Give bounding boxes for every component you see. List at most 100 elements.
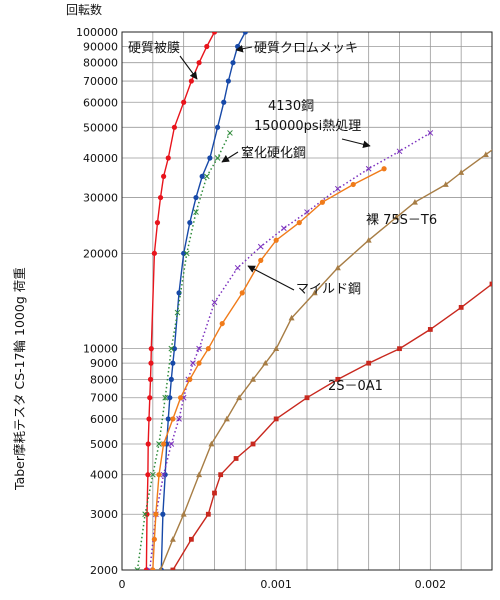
data-point <box>427 327 433 332</box>
series-2 <box>134 130 233 570</box>
data-point <box>142 511 148 518</box>
x-marker-stroke <box>142 511 148 518</box>
y-unit-label: 回転数 <box>66 2 102 17</box>
x-marker-stroke <box>146 567 151 570</box>
data-point <box>296 220 302 226</box>
data-point <box>205 511 211 517</box>
data-point <box>151 250 157 256</box>
data-point <box>162 394 169 401</box>
x-tick-label: 0.002 <box>415 578 447 591</box>
annotation-2s-0a1: 2S－0A1 <box>328 379 383 394</box>
data-point <box>187 376 193 382</box>
data-point <box>250 376 257 382</box>
y-tick-label: 30000 <box>83 192 118 205</box>
data-point <box>170 360 176 366</box>
data-point <box>193 209 199 215</box>
y-tick-label: 20000 <box>83 247 118 260</box>
data-point <box>334 185 341 192</box>
annotation-arrow <box>341 138 371 149</box>
x-tick-label: 0.001 <box>260 578 292 591</box>
series-line <box>152 168 385 570</box>
data-point <box>174 309 181 316</box>
data-point <box>319 199 326 205</box>
x-marker-stroke <box>211 299 218 306</box>
data-point <box>458 304 464 310</box>
data-point <box>258 257 264 263</box>
annotation-arrow <box>179 55 198 80</box>
data-point <box>411 199 418 205</box>
data-point <box>156 441 162 447</box>
y-tick-label: 9000 <box>90 357 118 370</box>
data-point <box>146 416 152 422</box>
data-point <box>144 511 150 517</box>
x-marker-stroke <box>214 155 221 161</box>
data-point <box>176 290 182 296</box>
series-1 <box>158 32 248 570</box>
annotation-4130-steel: 4130鋼 <box>268 99 314 114</box>
data-point <box>147 376 154 382</box>
data-point <box>207 155 213 161</box>
data-point <box>393 214 400 220</box>
data-point <box>230 60 236 66</box>
data-point <box>154 220 161 226</box>
data-point <box>160 471 167 478</box>
data-point <box>205 346 211 352</box>
data-point <box>148 360 154 366</box>
annotation-4130-heat-treat: 150000psi熱処理 <box>254 119 361 134</box>
data-point <box>180 511 187 517</box>
x-marker-stroke <box>234 264 241 271</box>
series-5 <box>158 149 492 570</box>
annotation-arrow <box>247 265 295 291</box>
data-point <box>203 173 210 180</box>
data-point <box>311 289 318 296</box>
series-line <box>145 32 216 570</box>
data-point <box>219 320 225 327</box>
data-point <box>168 441 175 447</box>
data-point <box>288 314 295 321</box>
data-point <box>482 151 489 158</box>
data-point <box>176 416 182 422</box>
data-point <box>177 395 184 401</box>
data-point <box>147 395 153 401</box>
data-point <box>187 220 193 226</box>
x-marker-stroke <box>168 345 175 352</box>
data-point <box>148 346 154 352</box>
data-point <box>281 225 287 232</box>
x-marker-stroke <box>203 173 210 180</box>
x-marker-stroke <box>176 416 182 422</box>
x-marker-stroke <box>149 471 156 478</box>
x-marker-stroke <box>136 567 141 570</box>
x-marker-stroke <box>257 243 264 250</box>
data-point <box>239 290 245 296</box>
data-point <box>196 345 202 352</box>
data-point <box>145 441 151 447</box>
data-point <box>168 376 174 382</box>
data-point <box>442 181 449 187</box>
data-point <box>190 360 196 367</box>
series-line <box>159 149 492 570</box>
x-marker-stroke <box>160 471 167 478</box>
y-tick-label: 50000 <box>83 121 118 134</box>
y-tick-label: 7000 <box>90 392 118 405</box>
data-point <box>193 194 199 201</box>
y-tick-label: 70000 <box>83 75 118 88</box>
x-marker-stroke <box>193 209 199 215</box>
y-tick-label: 90000 <box>83 40 118 53</box>
series-4 <box>150 166 387 570</box>
series-3 <box>146 130 434 570</box>
data-point <box>151 536 157 542</box>
data-point <box>273 237 279 243</box>
annotation-75s-t6: 裸 75S－T6 <box>366 213 437 228</box>
data-point <box>170 567 176 570</box>
data-point <box>196 360 202 366</box>
y-axis-title: Taber摩耗テスタ CS-17輪 1000g 荷重 <box>12 267 27 491</box>
data-point <box>188 78 194 84</box>
data-point <box>304 395 310 401</box>
y-tick-label: 4000 <box>90 469 118 482</box>
data-point <box>156 472 162 478</box>
data-point <box>183 250 190 257</box>
data-point <box>181 99 187 105</box>
data-point <box>212 490 217 496</box>
annotation-arrows <box>179 44 371 291</box>
x-marker-stroke <box>156 441 162 447</box>
